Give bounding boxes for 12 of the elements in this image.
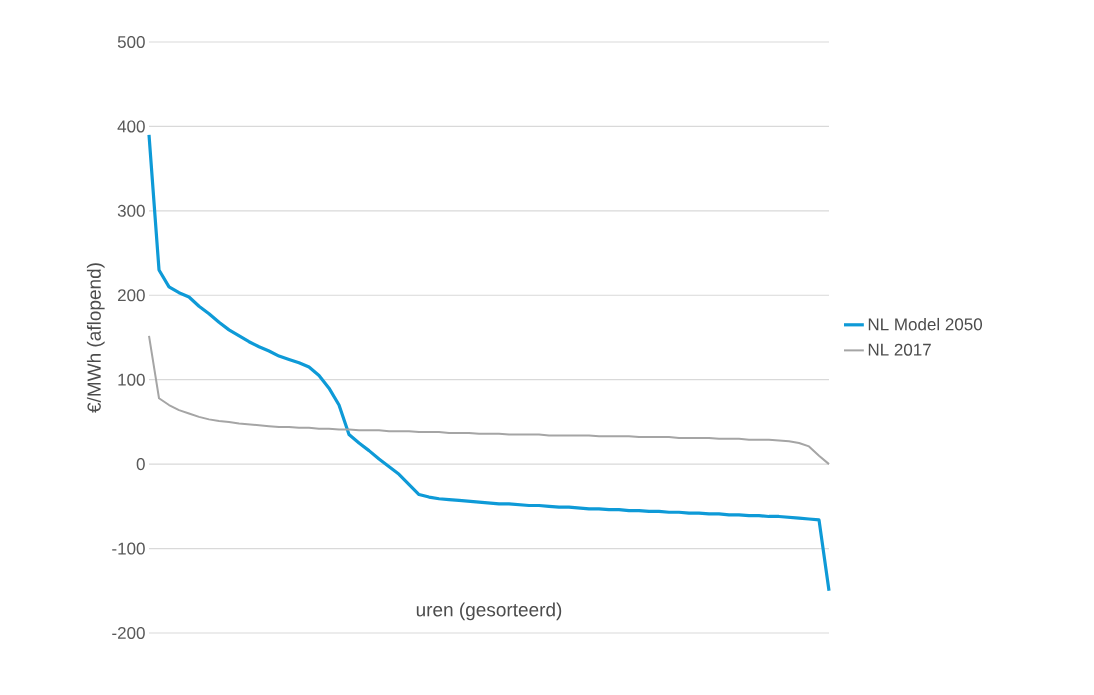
x-axis-title: uren (gesorteerd) bbox=[416, 602, 562, 621]
y-axis-title: €/MWh (aflopend) bbox=[86, 263, 105, 413]
legend-label: NL 2017 bbox=[868, 343, 931, 356]
y-tick-label: 100 bbox=[118, 373, 145, 386]
y-tick-label: 0 bbox=[136, 458, 145, 471]
y-tick-label: -200 bbox=[112, 626, 145, 640]
y-tick-label: 500 bbox=[117, 35, 145, 49]
y-tick-label: 300 bbox=[117, 204, 145, 217]
y-tick-label: 200 bbox=[117, 289, 145, 302]
legend-label: NL Model 2050 bbox=[868, 317, 983, 331]
y-tick-label: 400 bbox=[117, 120, 145, 133]
y-tick-label: -100 bbox=[112, 542, 145, 555]
